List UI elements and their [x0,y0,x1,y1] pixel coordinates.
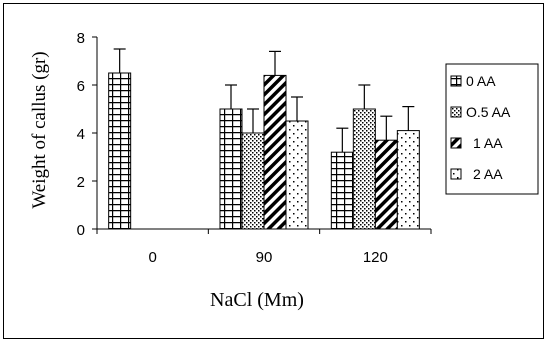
legend-label: 1 AA [473,135,503,151]
plot-area: 0 2 4 6 8 0 90 120 [77,30,432,266]
bar-grid [219,108,243,230]
legend-label: O.5 AA [466,104,511,120]
bar-diagonal [263,74,287,230]
legend: 0 AA O.5 AA 1 AA 2 AA [445,63,539,195]
bar-diagonal [374,139,398,230]
x-tick-label: 0 [148,249,156,266]
bar-sparse-dots [396,130,420,230]
bar-grid [330,151,354,230]
y-tick-label: 6 [77,78,85,95]
legend-swatch-sparse-dots [450,168,462,180]
x-tick-label: 120 [363,249,388,266]
legend-swatch-dots [450,106,462,118]
x-tick-label: 90 [256,249,273,266]
legend-label: 2 AA [473,166,503,182]
bar-dots [352,108,376,230]
bar-grid [108,72,132,230]
legend-label: 0 AA [466,73,496,89]
x-axis-label: NaCl (Mm) [210,289,304,311]
y-axis-label: Weight of callus (gr) [29,51,50,208]
error-bars [113,48,415,153]
x-axis-ticks: 0 90 120 [96,229,432,266]
y-tick-label: 2 [77,174,85,191]
y-tick-label: 0 [77,222,85,239]
y-tick-label: 8 [77,30,85,47]
bar-marks [108,72,420,230]
y-axis-ticks: 0 2 4 6 8 [77,30,97,239]
legend-swatch-diagonal [450,137,462,149]
y-tick-label: 4 [77,126,85,143]
bar-sparse-dots [285,120,309,230]
legend-swatch-grid [450,75,462,87]
bar-dots [241,132,265,230]
